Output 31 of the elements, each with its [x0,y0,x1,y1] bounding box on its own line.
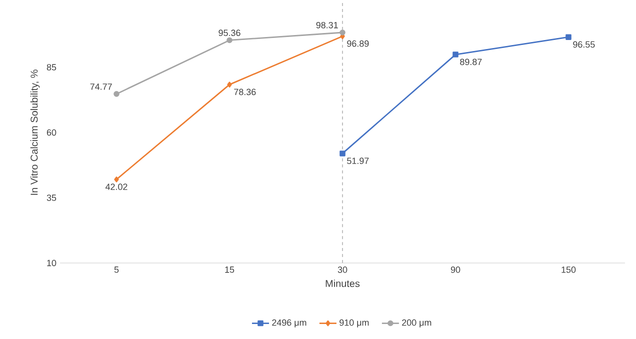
y-tick-label: 85 [46,64,56,70]
x-tick-label: 150 [562,266,576,273]
point [340,30,346,36]
data-label: 78.36 [234,88,256,96]
point [452,52,458,58]
x-axis-title: Minutes [326,280,360,288]
y-tick-label: 60 [46,129,56,136]
point [227,82,232,88]
point [340,150,346,156]
legend-label: 200 μm [402,319,432,328]
point [114,176,119,182]
y-tick-label: 35 [46,194,56,201]
x-tick-label: 15 [225,266,234,273]
point [114,91,120,97]
x-tick-label: 90 [450,266,460,273]
data-label: 89.87 [460,58,482,66]
x-tick-label: 30 [338,266,348,273]
data-label: 74.77 [90,84,112,90]
data-label: 96.55 [573,41,595,48]
x-tick-label: 5 [114,266,119,273]
data-label: 42.02 [105,184,128,190]
y-axis-title: In Vitro Calcium Solubility, % [30,70,40,195]
data-label: 51.97 [347,158,369,164]
point [566,34,572,40]
data-label: 95.36 [218,30,240,36]
data-label: 98.31 [316,22,338,28]
legend-label: 2496 μm [272,319,306,328]
data-label: 96.89 [347,40,369,47]
point [226,37,232,44]
y-tick-label: 10 [47,260,56,266]
legend-label: 910 μm [340,319,369,328]
